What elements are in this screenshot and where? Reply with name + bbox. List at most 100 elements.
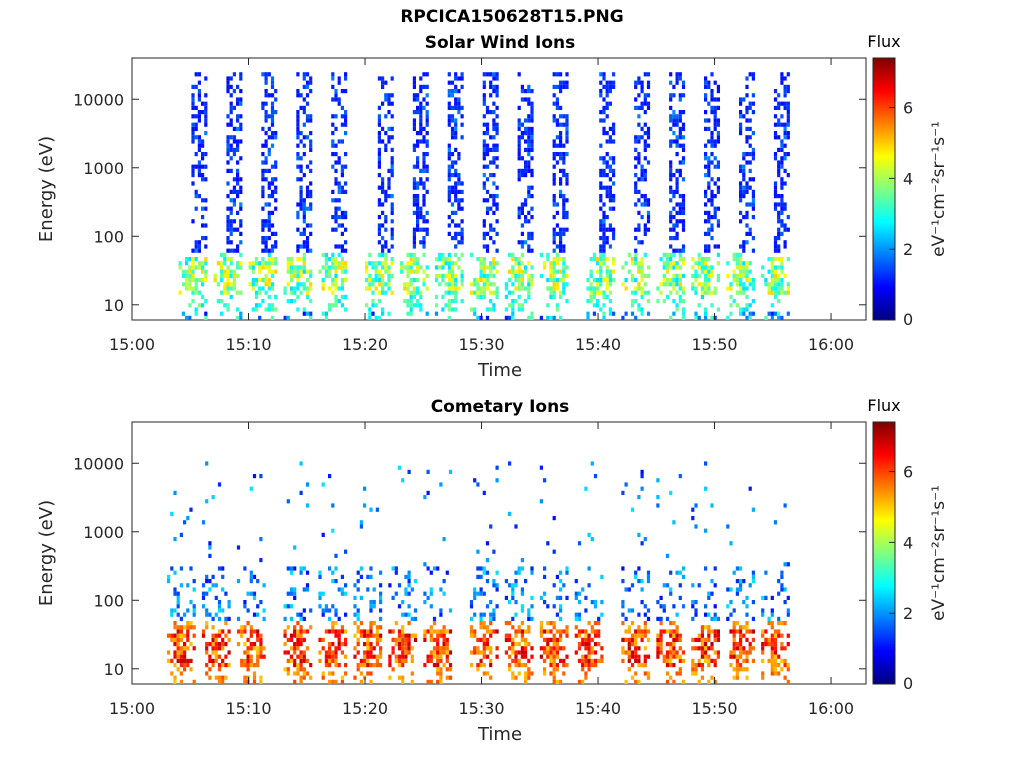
spectrogram-cell [372,663,376,668]
spectrogram-cell [337,587,341,592]
spectrogram-cell [770,654,774,659]
spectrogram-cell [331,625,335,630]
spectrogram-cell [344,227,348,232]
spectrogram-cell [704,189,708,194]
spectrogram-cell [742,625,746,630]
spectrogram-cell [305,583,310,588]
spectrogram-cell [243,679,247,684]
spectrogram-cell [681,126,686,131]
spectrogram-cell [707,595,711,600]
spectrogram-cell [208,579,212,584]
spectrogram-cell [640,629,644,634]
spectrogram-cell [232,248,236,253]
spectrogram-cell [179,629,183,634]
spectrogram-cell [599,282,603,287]
spectrogram-cell [224,663,228,668]
spectrogram-cell [735,303,739,308]
spectrogram-cell [643,231,647,236]
spectrogram-cell [340,215,344,220]
spectrogram-cell [299,675,303,680]
spectrogram-cell [457,202,461,207]
spectrogram-cell [309,80,313,85]
spectrogram-cell [745,315,749,320]
spectrogram-cell [334,265,338,270]
spectrogram-cell [264,223,268,228]
spectrogram-cell [334,93,338,98]
spectrogram-cell [707,84,711,89]
spectrogram-cell [748,311,752,316]
spectrogram-cell [337,189,341,194]
spectrogram-cell [457,89,461,94]
spectrogram-cell [309,147,313,152]
spectrogram-cell [780,72,784,77]
spectrogram-cell [204,261,208,266]
spectrogram-cell [447,273,451,278]
spectrogram-cell [773,236,778,241]
spectrogram-cell [201,269,205,274]
spectrogram-cell [517,261,521,266]
spectrogram-cell [681,147,686,152]
spectrogram-cell [634,105,638,110]
spectrogram-cell [634,650,638,655]
spectrogram-cell [183,663,187,668]
spectrogram-cell [577,591,582,596]
spectrogram-cell [454,282,458,287]
spectrogram-cell [520,278,524,283]
spectrogram-cell [546,646,550,651]
spectrogram-cell [482,286,486,291]
spectrogram-cell [669,168,673,173]
spectrogram-cell [384,269,388,274]
spectrogram-cell [539,595,543,600]
spectrogram-cell [454,173,458,178]
spectrogram-cell [739,265,743,270]
spectrogram-cell [700,261,704,266]
spectrogram-cell [517,147,521,152]
spectrogram-cell [777,248,781,253]
spectrogram-cell [524,646,528,651]
spectrogram-cell [407,469,411,474]
spectrogram-cell [340,168,344,173]
spectrogram-cell [381,244,385,249]
spectrogram-cell [587,637,591,642]
spectrogram-cell [707,290,711,295]
spectrogram-cell [262,654,266,659]
spectrogram-cell [485,126,490,131]
spectrogram-cell [589,299,593,304]
spectrogram-cell [344,671,348,676]
spectrogram-cell [662,629,666,634]
spectrogram-cell [530,273,534,278]
spectrogram-cell [678,97,682,102]
spectrogram-cell [675,185,679,190]
spectrogram-cell [621,637,625,642]
spectrogram-cell [331,303,335,308]
spectrogram-cell [707,118,711,123]
spectrogram-cell [274,244,278,249]
spectrogram-cell [413,633,418,638]
colorbar-tick-label: 4 [903,533,913,552]
spectrogram-cell [258,286,262,291]
spectrogram-cell [751,311,755,316]
spectrogram-cell [229,240,233,245]
spectrogram-cell [546,278,550,283]
spectrogram-cell [586,315,590,320]
spectrogram-cell [447,105,451,110]
spectrogram-cell [562,194,566,199]
spectrogram-cell [780,231,784,236]
spectrogram-cell [777,244,781,249]
spectrogram-cell [669,290,673,295]
spectrogram-cell [214,583,218,588]
spectrogram-cell [492,290,496,295]
spectrogram-cell [286,261,290,266]
spectrogram-cell [675,139,679,144]
spectrogram-cell [240,663,244,668]
spectrogram-cell [186,516,190,521]
spectrogram-cell [479,650,483,655]
spectrogram-cell [365,269,369,274]
spectrogram-cell [416,97,420,102]
spectrogram-cell [469,282,474,287]
spectrogram-cell [340,265,344,270]
spectrogram-cell [530,194,534,199]
spectrogram-cell [226,278,230,283]
spectrogram-cell [559,122,563,127]
spectrogram-cell [675,236,679,241]
